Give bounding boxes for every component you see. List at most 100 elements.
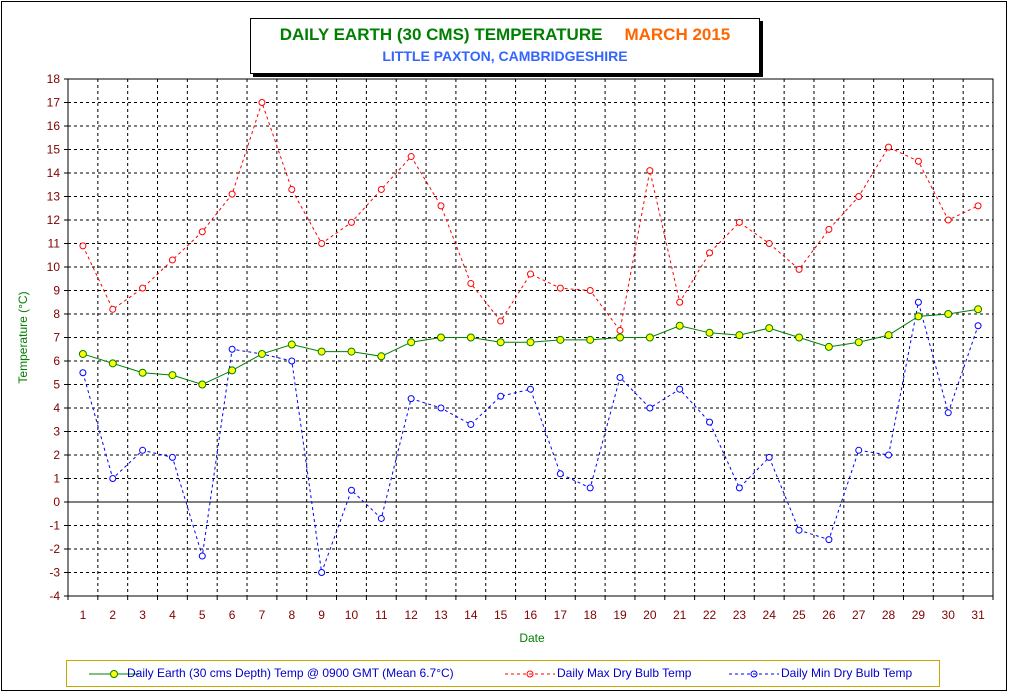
x-tick-label: 3 [139, 608, 146, 622]
y-tick-label: 4 [53, 401, 60, 415]
data-point-min [527, 385, 534, 393]
x-tick-label: 2 [109, 608, 116, 622]
x-tick-label: 9 [318, 608, 325, 622]
data-point-earth [138, 368, 147, 377]
legend-swatch-earth [89, 670, 139, 678]
data-point-min [437, 404, 445, 412]
y-tick-label: 13 [47, 190, 61, 204]
data-point-earth [466, 333, 475, 342]
series-layer [78, 99, 983, 576]
y-tick-label: 15 [47, 143, 61, 157]
x-tick-label: 21 [673, 608, 687, 622]
data-point-min [795, 526, 803, 534]
data-point-max [288, 185, 296, 193]
data-point-earth [407, 338, 416, 347]
y-tick-label: 14 [47, 166, 61, 180]
data-point-max [497, 317, 505, 325]
legend-label-max: Daily Max Dry Bulb Temp [557, 666, 692, 680]
data-point-min [646, 404, 654, 412]
data-point-min [855, 446, 863, 454]
data-point-earth [944, 310, 953, 318]
data-point-min [497, 392, 505, 400]
data-point-earth [228, 366, 237, 375]
data-point-min [825, 536, 833, 544]
data-point-earth [914, 312, 923, 321]
y-axis-label: Temperature (°C) [16, 291, 30, 383]
data-point-earth [496, 338, 505, 347]
data-point-earth [824, 342, 833, 351]
y-tick-label: 9 [53, 284, 60, 298]
data-point-earth [168, 371, 177, 380]
data-point-min [885, 451, 893, 459]
legend-label-earth: Daily Earth (30 cms Depth) Temp @ 0900 G… [127, 666, 454, 680]
y-tick-label: 3 [53, 425, 60, 439]
legend-swatch-min [729, 670, 779, 678]
data-point-earth [436, 333, 445, 342]
data-point-min [377, 514, 385, 522]
data-point-earth [556, 335, 565, 344]
data-point-max [347, 218, 355, 226]
data-point-min [765, 453, 773, 461]
x-tick-label: 19 [613, 608, 627, 622]
data-point-max [885, 143, 893, 151]
data-point-earth [287, 340, 296, 349]
data-point-earth [645, 333, 654, 342]
data-point-earth [257, 349, 266, 358]
legend: Daily Earth (30 cms Depth) Temp @ 0900 G… [66, 660, 940, 687]
data-point-max [437, 202, 445, 210]
data-point-max [407, 153, 415, 161]
x-tick-label: 16 [524, 608, 538, 622]
x-tick-label: 10 [345, 608, 359, 622]
data-point-earth [705, 328, 714, 337]
data-point-max [556, 284, 564, 292]
x-tick-label: 4 [169, 608, 176, 622]
data-point-max [168, 256, 176, 264]
data-point-earth [317, 347, 326, 356]
data-point-min [974, 322, 982, 330]
data-point-max [795, 265, 803, 273]
x-tick-label: 22 [703, 608, 717, 622]
grid [67, 78, 994, 597]
data-point-max [706, 249, 714, 257]
y-tick-label: -3 [49, 566, 60, 580]
x-tick-label: 31 [971, 608, 985, 622]
data-point-max [318, 240, 326, 247]
data-point-max [914, 157, 922, 165]
x-tick-label: 11 [375, 608, 388, 622]
chart-title: DAILY EARTH (30 CMS) TEMPERATURE [279, 25, 603, 44]
x-tick-label: 17 [554, 608, 568, 622]
y-tick-label: 2 [53, 448, 60, 462]
y-tick-label: -2 [49, 542, 60, 556]
data-point-earth [854, 338, 863, 347]
data-point-max [377, 185, 385, 193]
x-tick-label: 13 [434, 608, 448, 622]
y-tick-label: 6 [53, 354, 60, 368]
data-point-earth [586, 335, 595, 344]
data-point-min [944, 409, 952, 417]
x-tick-label: 7 [259, 608, 266, 622]
data-point-earth [884, 331, 893, 340]
data-point-max [79, 242, 87, 250]
title-box: DAILY EARTH (30 CMS) TEMPERATURE MARCH 20… [250, 18, 760, 74]
data-point-min [347, 486, 355, 494]
x-tick-label: 18 [583, 608, 597, 622]
x-tick-label: 20 [643, 608, 657, 622]
data-point-earth [198, 380, 207, 389]
x-tick-label: 30 [942, 608, 956, 622]
x-axis-label: Date [519, 631, 545, 645]
y-tick-label: 18 [47, 72, 61, 86]
data-point-max [198, 228, 206, 236]
data-point-max [527, 270, 534, 278]
y-tick-label: 16 [47, 119, 61, 133]
data-point-min [168, 453, 176, 461]
x-tick-label: 25 [792, 608, 806, 622]
data-point-min [914, 298, 922, 306]
data-point-earth [974, 305, 983, 314]
data-point-min [228, 345, 236, 353]
x-tick-label: 14 [464, 608, 478, 622]
data-point-earth [616, 333, 625, 342]
data-point-max [974, 202, 982, 210]
legend-swatch-max [505, 670, 555, 678]
data-point-earth [765, 324, 774, 333]
